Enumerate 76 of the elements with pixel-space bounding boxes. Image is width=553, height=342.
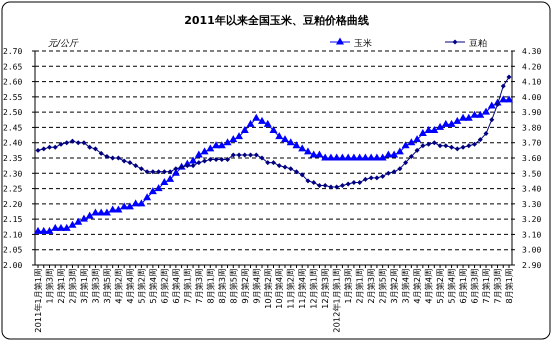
y2-tick-label: 3.80 [522,123,542,132]
x-tick-label: 12月第3周 [320,269,330,309]
y-tick-label: 2.60 [3,78,22,87]
x-tick-label: 6月第3周 [470,269,480,304]
y-tick-label: 2.25 [3,184,22,194]
x-tick-label: 6月第4周 [170,269,181,304]
x-tick-label: 3月第1周 [78,269,89,304]
y-tick-label: 2.45 [3,123,22,132]
x-tick-label: 3月第4周 [400,269,411,304]
x-tick-label: 10月第4周 [274,269,284,309]
y2-tick-label: 3.50 [522,169,542,178]
x-tick-label: 4月第4周 [124,269,135,304]
x-tick-label: 5月第2周 [136,269,146,304]
legend-label: 豆粕 [469,38,487,49]
x-tick-label: 2月第3周 [67,269,78,304]
y2-tick-label: 3.60 [522,154,542,163]
y-tick-label: 2.50 [3,108,22,118]
x-tick-label: 1月第3周 [343,269,354,304]
y2-tick-label: 3.20 [522,215,542,224]
y-tick-label: 2.20 [3,200,22,209]
legend-label: 玉米 [354,38,372,49]
x-tick-label: 4月第2周 [412,269,422,304]
x-tick-label: 4月第2周 [113,269,124,304]
x-tick-label: 8月第1周 [504,269,514,304]
x-tick-label: 12月第1周 [308,269,319,309]
y2-tick-label: 4.20 [522,62,542,72]
y2-tick-label: 3.90 [522,108,542,118]
x-tick-label: 8月第3周 [216,269,227,304]
x-tick-label: 9月第2周 [240,269,250,304]
y-tick-label: 2.30 [3,169,22,178]
y-tick-label: 2.15 [3,215,22,224]
x-tick-label: 5月第4周 [446,269,457,304]
y-tick-label: 2.35 [3,154,22,163]
x-tick-label: 8月第5周 [228,269,238,304]
x-tick-label: 2月第3周 [366,269,376,304]
x-tick-label: 2月第1周 [56,269,66,304]
y2-tick-label: 3.00 [522,246,542,255]
y2-tick-label: 4.10 [522,78,542,87]
x-tick-label: 7月第1周 [182,269,192,304]
y-tick-label: 2.05 [3,246,22,255]
x-tick-label: 9月第4周 [251,269,262,304]
x-tick-label: 7月第1周 [481,269,492,304]
x-tick-label: 6月第1周 [458,269,468,304]
y-tick-label: 2.40 [3,138,22,148]
y2-tick-label: 3.30 [522,200,542,209]
x-tick-label: 4月第4周 [424,269,434,304]
y-axis-title: 元/公斤 [48,38,80,49]
y2-tick-label: 4.30 [522,47,542,56]
x-tick-label: 6月第2周 [159,269,170,304]
y2-tick-label: 3.70 [522,138,542,148]
y2-tick-label: 3.40 [522,184,542,194]
y2-tick-label: 2.90 [522,261,542,270]
x-tick-label: 2012年1月第1周 [332,269,342,333]
y-tick-label: 2.10 [3,230,22,240]
x-tick-label: 3月第3周 [90,269,100,304]
x-tick-label: 11月第4周 [297,269,308,309]
x-tick-label: 11月第2周 [286,269,296,309]
x-tick-label: 2011年1月第1周 [33,269,43,333]
y-tick-label: 2.00 [3,261,22,270]
x-tick-label: 2月第1周 [354,269,365,304]
y-tick-label: 2.65 [3,62,22,72]
x-tick-label: 2月第5周 [378,269,388,304]
x-tick-label: 8月第1周 [205,269,216,304]
y-tick-label: 2.70 [3,47,22,56]
x-tick-label: 5月第2周 [435,269,446,304]
y-tick-label: 2.55 [3,92,22,102]
x-tick-label: 1月第3周 [44,269,54,304]
chart-title: 2011年以来全国玉米、豆粕价格曲线 [184,14,369,27]
x-tick-label: 3月第5周 [102,269,112,304]
y2-tick-label: 3.10 [522,230,542,240]
x-tick-label: 7月第3周 [194,269,204,304]
x-tick-label: 10月第2周 [262,269,273,309]
x-tick-label: 5月第4周 [148,269,158,304]
x-tick-label: 3月第2周 [389,269,400,304]
y2-tick-label: 4.00 [522,92,542,102]
x-tick-label: 7月第3周 [492,269,503,304]
